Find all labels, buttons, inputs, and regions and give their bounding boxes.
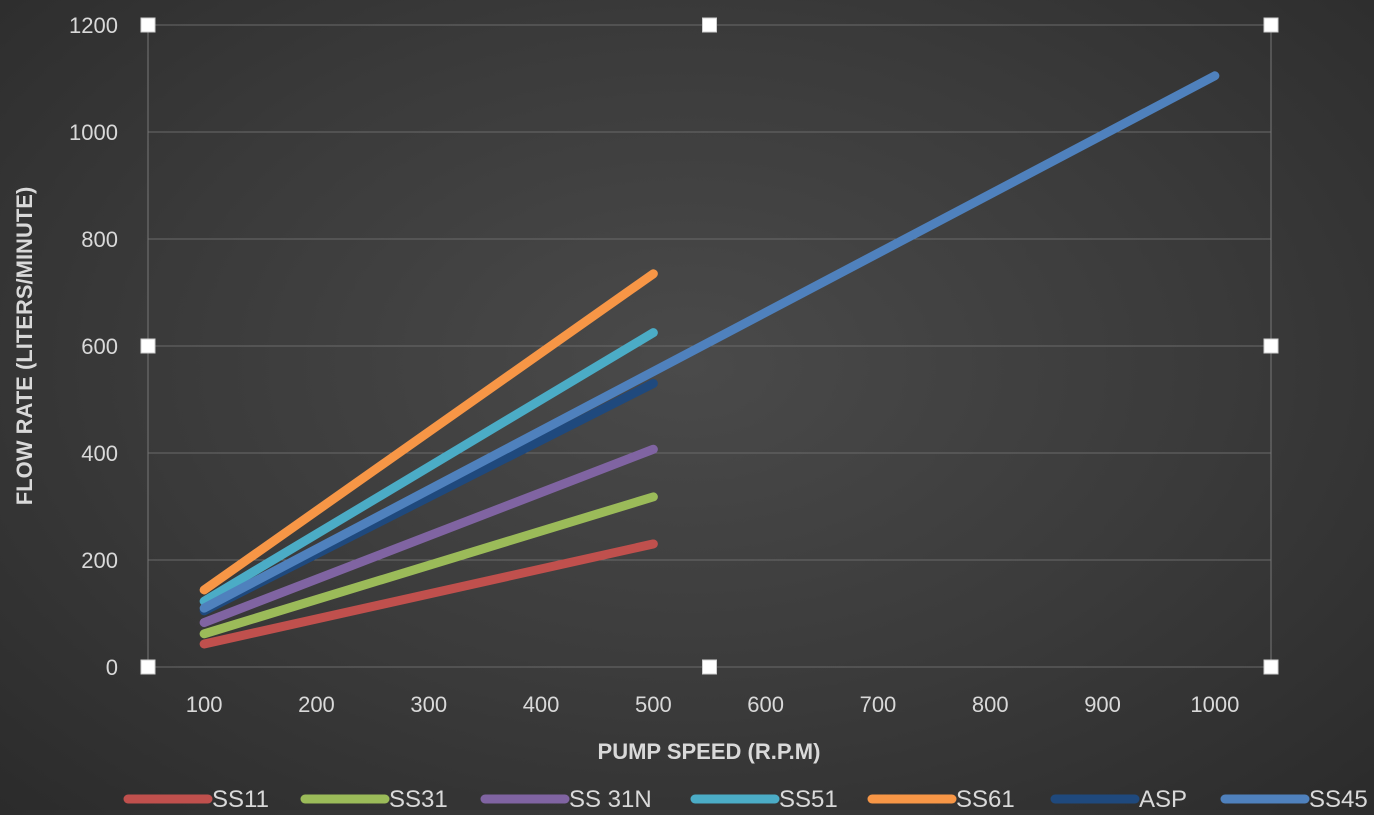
resize-handle[interactable]	[702, 659, 717, 675]
series-line-ss61	[199, 269, 658, 595]
series-line-ss11	[199, 539, 658, 649]
y-tick-label: 1000	[69, 120, 118, 145]
resize-handle[interactable]	[1263, 17, 1279, 33]
resize-handle[interactable]	[702, 17, 717, 33]
series-lines	[199, 71, 1220, 649]
x-tick-label: 200	[298, 692, 335, 717]
x-tick-label: 1000	[1190, 692, 1239, 717]
legend-label: SS45	[1309, 786, 1368, 810]
y-tick-label: 600	[81, 334, 118, 359]
x-tick-label: 700	[860, 692, 897, 717]
x-tick-label: 900	[1084, 692, 1121, 717]
y-tick-label: 0	[106, 655, 118, 680]
x-tick-label: 300	[410, 692, 447, 717]
series-line-ss-31n	[199, 444, 658, 628]
legend-label: SS31	[389, 786, 448, 810]
legend-label: SS 31N	[569, 786, 652, 810]
resize-handle[interactable]	[140, 659, 156, 675]
series-line-ss45	[199, 71, 1220, 613]
y-tick-label: 400	[81, 441, 118, 466]
x-tick-label: 500	[635, 692, 672, 717]
x-tick-label: 600	[747, 692, 784, 717]
y-tick-label: 200	[81, 548, 118, 573]
x-tick-label: 800	[972, 692, 1009, 717]
y-axis-title: FLOW RATE (LITERS/MINUTE)	[12, 187, 37, 506]
resize-handle[interactable]	[1263, 659, 1279, 675]
series-line-ss31	[199, 492, 658, 639]
y-axis-ticks: 0 200 400 600 800 1000 1200	[69, 13, 118, 680]
selection-handles[interactable]	[140, 17, 1279, 675]
y-tick-label: 800	[81, 227, 118, 252]
x-tick-label: 400	[523, 692, 560, 717]
x-tick-label: 100	[186, 692, 223, 717]
resize-handle[interactable]	[140, 17, 156, 33]
legend: SS11 SS31 SS 31N SS51 SS61 ASP SS45	[123, 786, 1368, 813]
legend-label: SS61	[956, 786, 1015, 810]
legend-label: SS11	[212, 786, 269, 810]
x-axis-title: PUMP SPEED (R.P.M)	[598, 739, 821, 764]
legend-label: SS51	[779, 786, 838, 810]
series-line-ss51	[199, 328, 658, 606]
x-axis-ticks: 100 200 300 400 500 600 700 800 900 1000	[186, 692, 1240, 717]
legend-label: ASP	[1139, 786, 1187, 810]
resize-handle[interactable]	[140, 338, 156, 354]
resize-handle[interactable]	[1263, 338, 1279, 354]
gridlines	[147, 24, 1272, 668]
y-tick-label: 1200	[69, 13, 118, 38]
